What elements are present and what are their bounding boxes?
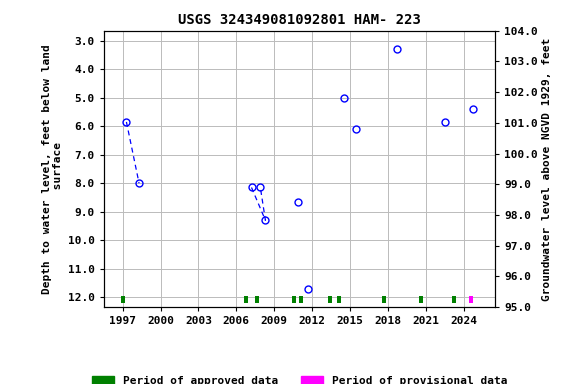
Bar (293, 296, 297, 303)
Legend: Period of approved data, Period of provisional data: Period of approved data, Period of provi… (88, 371, 511, 384)
Y-axis label: Depth to water level, feet below land
 surface: Depth to water level, feet below land su… (42, 44, 63, 294)
Bar (328, 296, 332, 303)
Bar (299, 296, 303, 303)
Y-axis label: Groundwater level above NGVD 1929, feet: Groundwater level above NGVD 1929, feet (543, 37, 552, 301)
Bar (120, 296, 124, 303)
Bar (244, 296, 248, 303)
Bar (336, 296, 341, 303)
Bar (419, 296, 423, 303)
Bar (255, 296, 259, 303)
Bar (469, 296, 473, 303)
Title: USGS 324349081092801 HAM- 223: USGS 324349081092801 HAM- 223 (178, 13, 421, 27)
Bar (382, 296, 386, 303)
Bar (452, 296, 456, 303)
